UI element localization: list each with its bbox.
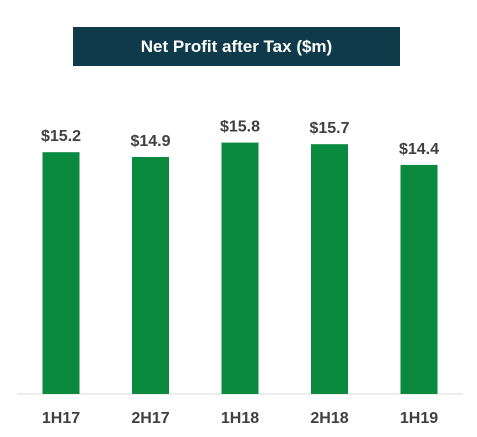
data-label-1h19: $14.4 (399, 141, 439, 158)
bar-1h17 (42, 152, 80, 394)
bar-1h18 (221, 142, 259, 394)
x-tick-label-2h17: 2H17 (131, 410, 169, 427)
data-labels-group: $15.2 $14.9 $15.8 $15.7 $14.4 (41, 119, 439, 158)
bar-1h19 (400, 164, 438, 394)
data-label-2h18: $15.7 (309, 120, 349, 137)
bar-2h18 (311, 144, 348, 394)
data-label-1h17: $15.2 (41, 128, 81, 145)
bars-group (42, 142, 438, 394)
chart-title: Net Profit after Tax ($m) (73, 27, 400, 66)
data-label-1h18: $15.8 (220, 119, 260, 136)
x-tick-label-1h18: 1H18 (221, 410, 259, 427)
data-label-2h17: $14.9 (130, 133, 170, 150)
x-tick-label-1h17: 1H17 (42, 410, 80, 427)
x-tick-label-2h18: 2H18 (310, 410, 348, 427)
x-tick-label-1h19: 1H19 (400, 410, 438, 427)
x-tick-labels-group: 1H17 2H17 1H18 2H18 1H19 (42, 410, 438, 427)
bar-2h17 (132, 157, 169, 394)
